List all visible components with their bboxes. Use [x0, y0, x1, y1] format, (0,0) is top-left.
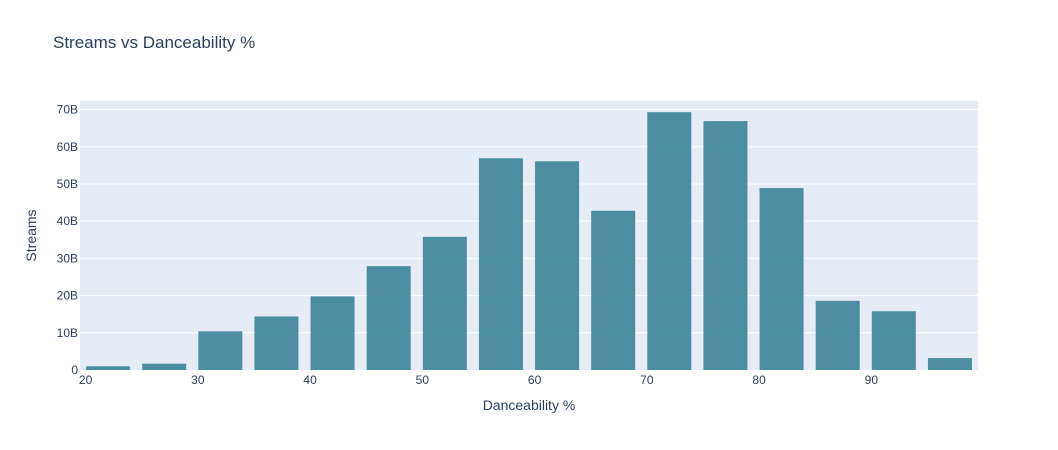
y-tick-label: 30B [57, 251, 78, 265]
y-tick-label: 40B [57, 214, 78, 228]
bar [815, 300, 860, 370]
bar [366, 266, 411, 370]
x-tick-label: 20 [79, 373, 93, 387]
x-axis-ticks: 20 30 40 50 60 70 80 90 [79, 373, 878, 387]
bar [254, 316, 299, 370]
x-tick-label: 80 [752, 373, 766, 387]
x-tick-label: 50 [416, 373, 430, 387]
y-axis-ticks: 0 10B 20B 30B 40B 50B 60B 70B [57, 103, 79, 377]
bar [647, 112, 692, 370]
bar [142, 363, 187, 370]
y-axis-title: Streams [23, 209, 39, 261]
y-tick-label: 20B [57, 289, 78, 303]
bar [310, 296, 355, 370]
bar [535, 161, 580, 370]
bar [86, 366, 131, 370]
x-tick-label: 30 [191, 373, 205, 387]
chart-title: Streams vs Danceability % [53, 33, 256, 52]
y-tick-label: 60B [57, 140, 78, 154]
x-tick-label: 70 [640, 373, 654, 387]
x-tick-label: 40 [303, 373, 317, 387]
bar [927, 358, 972, 370]
bar [871, 311, 916, 370]
y-tick-label: 0 [71, 363, 78, 377]
x-axis-title: Danceability % [483, 397, 576, 413]
x-tick-label: 60 [528, 373, 542, 387]
bar [422, 236, 467, 370]
y-tick-label: 50B [57, 177, 78, 191]
bar [478, 158, 523, 370]
bars [86, 112, 972, 371]
bar [591, 210, 636, 370]
bar [703, 121, 748, 371]
x-tick-label: 90 [865, 373, 879, 387]
bar [759, 188, 804, 370]
bar [198, 331, 243, 370]
y-tick-label: 70B [57, 103, 78, 117]
y-tick-label: 10B [57, 326, 78, 340]
